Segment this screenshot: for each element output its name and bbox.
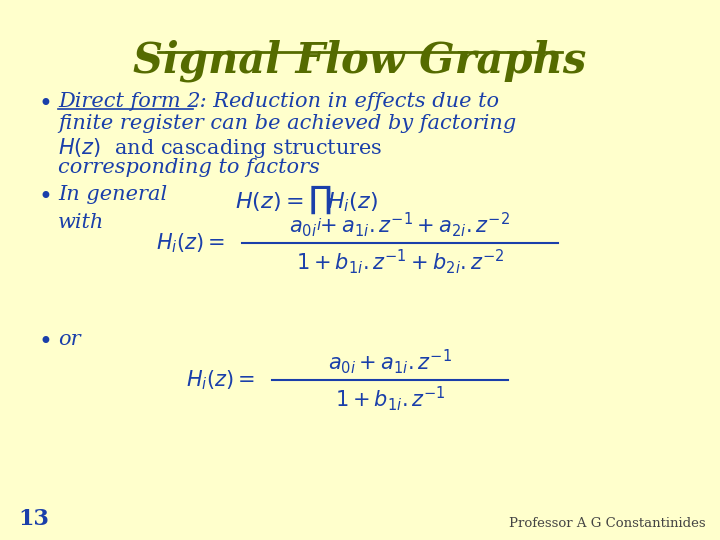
Text: with: with [58, 213, 104, 232]
Text: Professor A G Constantinides: Professor A G Constantinides [509, 517, 706, 530]
Text: $1 + b_{1i}.z^{-1} + b_{2i}.z^{-2}$: $1 + b_{1i}.z^{-1} + b_{2i}.z^{-2}$ [296, 247, 504, 276]
Text: $H(z) = \prod_i H_i(z)$: $H(z) = \prod_i H_i(z)$ [235, 184, 378, 233]
Text: •: • [38, 330, 52, 354]
Text: $H_i(z) =$: $H_i(z) =$ [186, 368, 255, 392]
Text: : Reduction in effects due to: : Reduction in effects due to [193, 92, 499, 111]
Text: $H(z)$  and cascading structures: $H(z)$ and cascading structures [58, 136, 382, 160]
Text: 13: 13 [18, 508, 49, 530]
Text: •: • [38, 92, 52, 116]
Text: $a_{0i} + a_{1i}.z^{-1} + a_{2i}.z^{-2}$: $a_{0i} + a_{1i}.z^{-1} + a_{2i}.z^{-2}$ [289, 210, 510, 239]
Text: $1 + b_{1i}.z^{-1}$: $1 + b_{1i}.z^{-1}$ [335, 384, 446, 413]
Text: or: or [58, 330, 81, 349]
Text: $a_{0i} + a_{1i}.z^{-1}$: $a_{0i} + a_{1i}.z^{-1}$ [328, 347, 452, 376]
Text: finite register can be achieved by factoring: finite register can be achieved by facto… [58, 114, 516, 133]
Text: •: • [38, 185, 52, 209]
Text: Direct form 2: Direct form 2 [58, 92, 200, 111]
Text: Signal Flow Graphs: Signal Flow Graphs [133, 40, 587, 83]
Text: corresponding to factors: corresponding to factors [58, 158, 320, 177]
Text: In general: In general [58, 185, 167, 204]
Text: $H_i(z) =$: $H_i(z) =$ [156, 231, 225, 255]
